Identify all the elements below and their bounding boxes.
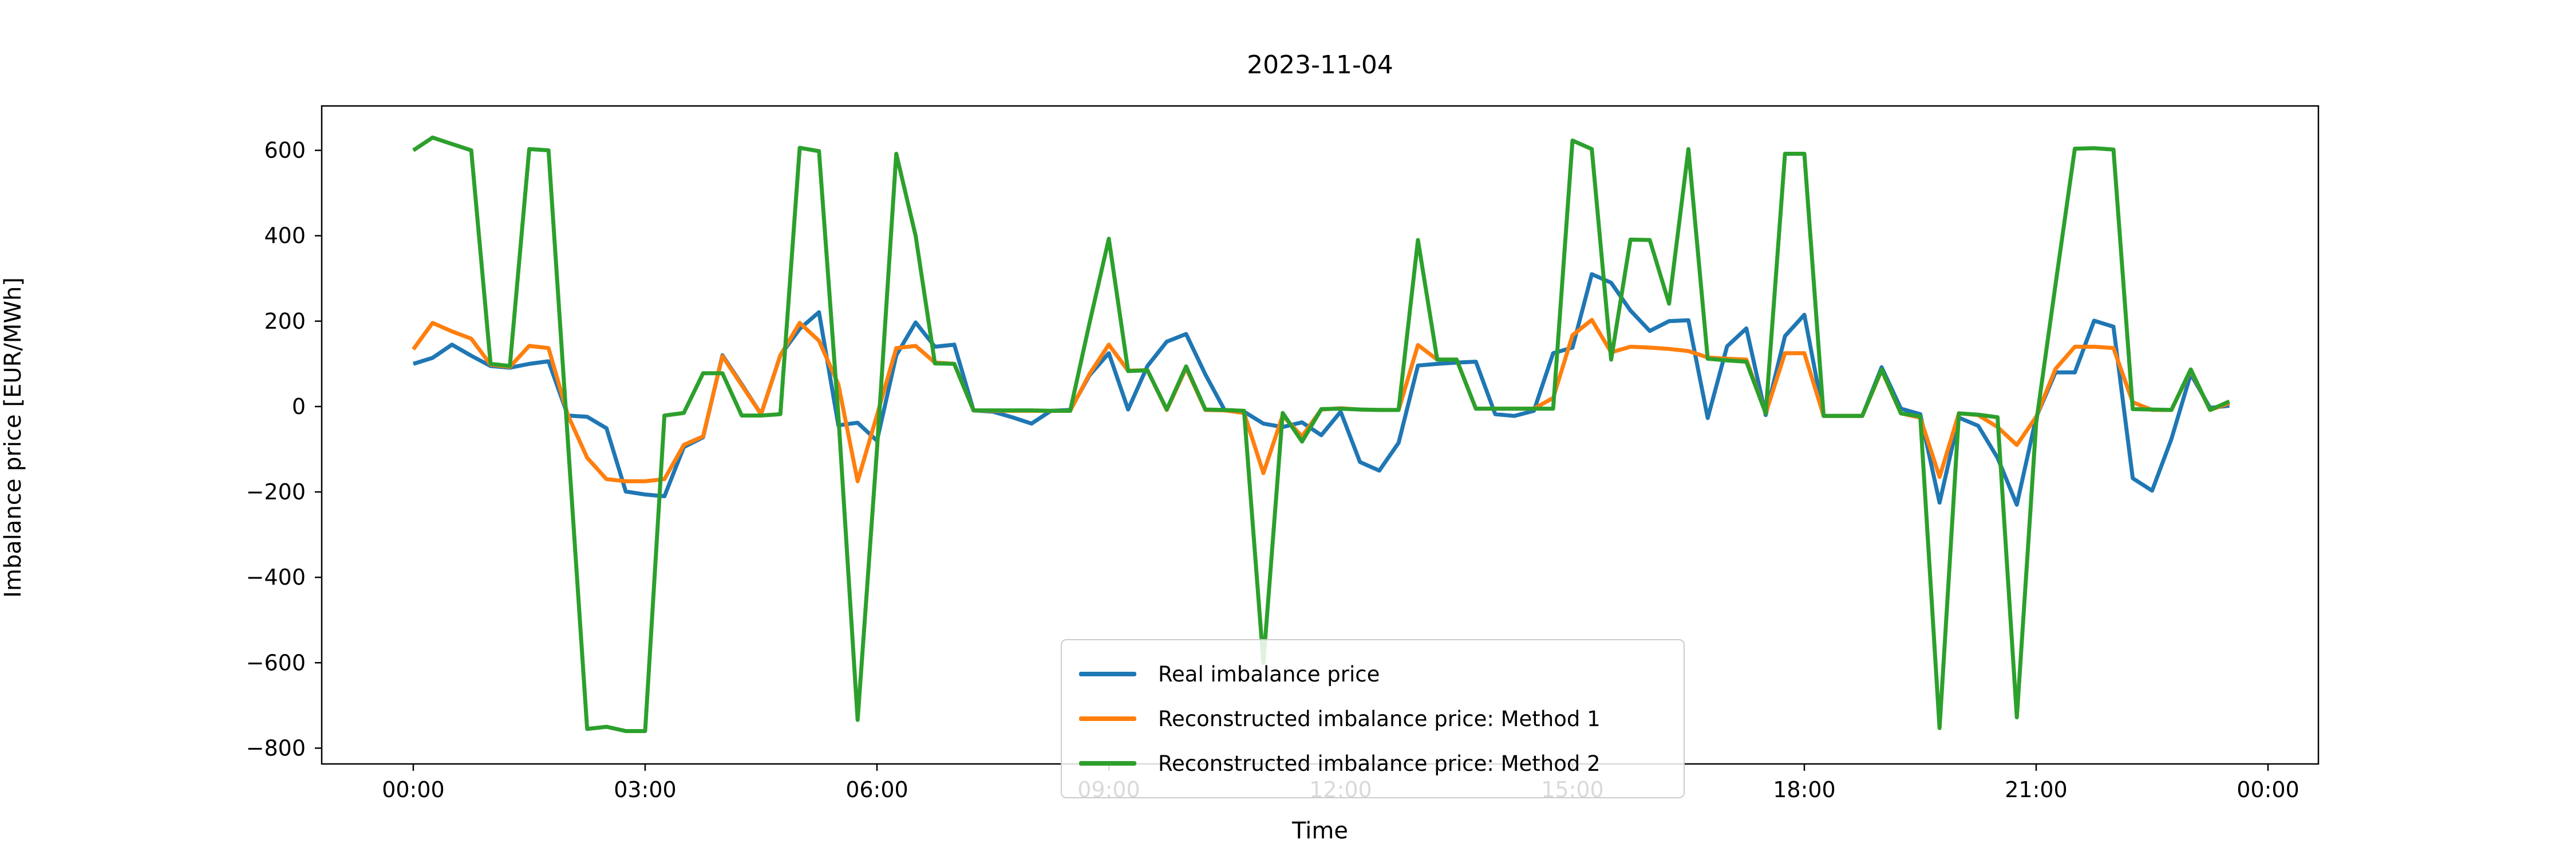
- legend-item-real: Real imbalance price: [1079, 662, 1666, 687]
- svg-text:00:00: 00:00: [2237, 777, 2300, 802]
- svg-text:18:00: 18:00: [1773, 777, 1836, 802]
- legend-item-method1: Reconstructed imbalance price: Method 1: [1079, 707, 1666, 731]
- svg-text:−400: −400: [246, 565, 306, 590]
- svg-text:−800: −800: [246, 735, 306, 761]
- svg-text:03:00: 03:00: [614, 777, 677, 802]
- legend-label-real: Real imbalance price: [1158, 661, 1380, 687]
- legend-swatch-method1: [1079, 716, 1136, 721]
- legend-swatch-method2: [1079, 761, 1136, 766]
- chart-title: 2023-11-04: [1247, 50, 1393, 80]
- svg-text:00:00: 00:00: [382, 777, 445, 802]
- svg-text:−200: −200: [246, 479, 306, 505]
- svg-text:−600: −600: [246, 650, 306, 675]
- svg-text:06:00: 06:00: [846, 777, 908, 802]
- svg-text:600: 600: [264, 138, 306, 163]
- x-axis-label: Time: [1292, 818, 1348, 844]
- legend-label-method2: Reconstructed imbalance price: Method 2: [1158, 751, 1601, 776]
- legend-label-method1: Reconstructed imbalance price: Method 1: [1158, 706, 1601, 731]
- svg-text:400: 400: [264, 223, 306, 249]
- svg-text:21:00: 21:00: [2005, 777, 2068, 802]
- legend-item-method2: Reconstructed imbalance price: Method 2: [1079, 751, 1666, 776]
- svg-text:0: 0: [292, 394, 306, 419]
- legend: Real imbalance price Reconstructed imbal…: [1061, 639, 1685, 798]
- svg-text:200: 200: [264, 309, 306, 334]
- legend-swatch-real: [1079, 672, 1136, 676]
